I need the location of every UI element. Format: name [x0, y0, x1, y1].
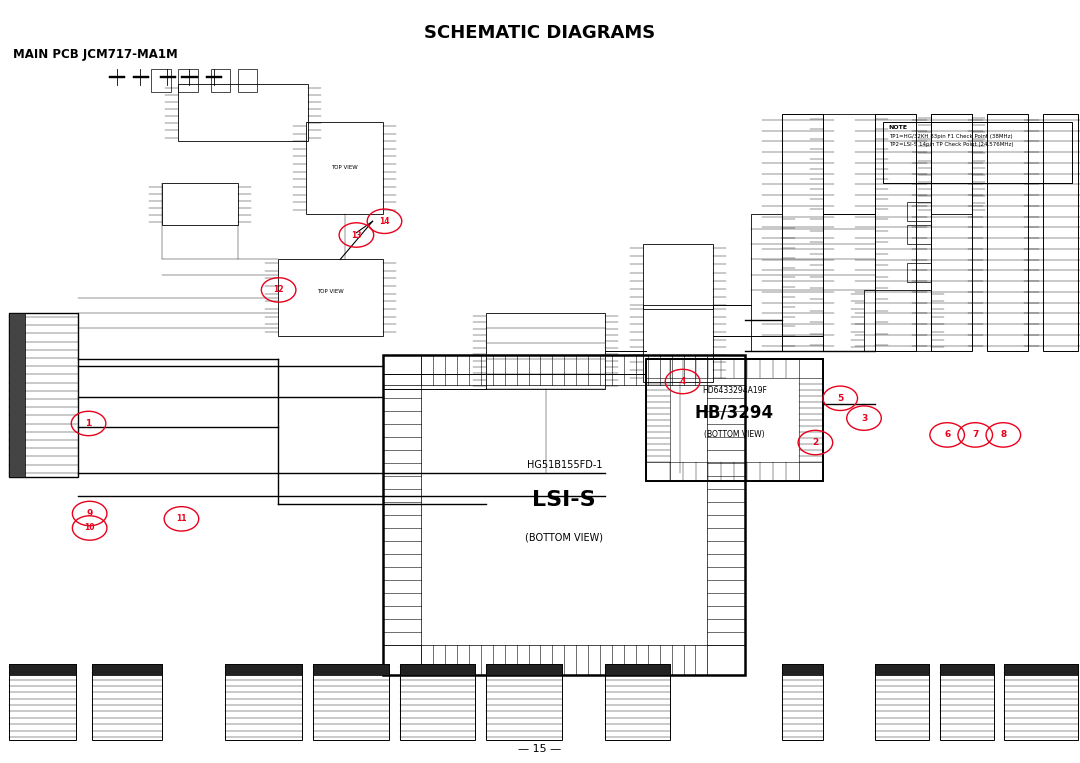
- Bar: [9, 313, 78, 477]
- Bar: [643, 244, 713, 309]
- Text: TOP VIEW: TOP VIEW: [318, 289, 343, 294]
- Text: 5: 5: [837, 394, 843, 403]
- Bar: [987, 114, 1028, 351]
- Text: (BOTTOM VIEW): (BOTTOM VIEW): [525, 533, 604, 543]
- Text: SCHEMATIC DIAGRAMS: SCHEMATIC DIAGRAMS: [424, 24, 656, 42]
- Bar: [238, 69, 257, 92]
- Bar: [799, 359, 823, 481]
- Text: 2: 2: [812, 438, 819, 447]
- Text: 8: 8: [1000, 430, 1007, 439]
- Bar: [646, 359, 823, 481]
- Bar: [782, 664, 823, 675]
- Bar: [383, 355, 745, 385]
- Text: 14: 14: [379, 217, 390, 226]
- Text: 11: 11: [176, 514, 187, 523]
- Bar: [605, 664, 670, 675]
- Bar: [1004, 664, 1078, 740]
- Bar: [9, 664, 76, 675]
- Text: 9: 9: [86, 509, 93, 518]
- Bar: [278, 259, 383, 336]
- Text: 1: 1: [85, 419, 92, 428]
- Bar: [9, 664, 76, 740]
- Bar: [486, 664, 562, 740]
- Bar: [875, 114, 916, 351]
- Bar: [646, 359, 670, 481]
- Bar: [486, 664, 562, 675]
- Text: LSI-S: LSI-S: [532, 490, 596, 510]
- Bar: [605, 664, 670, 740]
- Bar: [940, 664, 994, 740]
- Text: HD6433294A19F: HD6433294A19F: [702, 386, 767, 395]
- Text: 6: 6: [944, 430, 950, 439]
- Bar: [225, 664, 302, 740]
- Text: 12: 12: [273, 285, 284, 295]
- Bar: [883, 122, 1072, 183]
- Bar: [383, 645, 745, 675]
- Bar: [162, 183, 238, 225]
- Text: TP1=HG/32KH 83pin F1 Check Point (38MHz): TP1=HG/32KH 83pin F1 Check Point (38MHz): [889, 134, 1012, 140]
- Bar: [400, 664, 475, 675]
- Bar: [940, 664, 994, 675]
- Bar: [907, 225, 931, 244]
- Bar: [907, 263, 931, 282]
- Bar: [931, 114, 972, 351]
- Bar: [151, 69, 171, 92]
- Bar: [646, 359, 823, 378]
- Bar: [400, 664, 475, 740]
- Text: — 15 —: — 15 —: [518, 744, 562, 755]
- Bar: [178, 84, 308, 141]
- Text: (BOTTOM VIEW): (BOTTOM VIEW): [704, 430, 765, 439]
- Bar: [931, 114, 972, 214]
- Bar: [383, 355, 745, 675]
- Text: TOP VIEW: TOP VIEW: [332, 166, 357, 170]
- Text: 10: 10: [84, 523, 95, 533]
- Bar: [486, 313, 605, 389]
- Bar: [1043, 114, 1078, 351]
- Bar: [782, 664, 823, 740]
- Bar: [875, 664, 929, 740]
- Bar: [9, 313, 25, 477]
- Text: NOTE: NOTE: [889, 125, 908, 130]
- Bar: [823, 114, 875, 214]
- Bar: [875, 664, 929, 675]
- Text: MAIN PCB JCM717-MA1M: MAIN PCB JCM717-MA1M: [13, 48, 178, 62]
- Bar: [92, 664, 162, 675]
- Bar: [707, 355, 745, 675]
- Text: 3: 3: [861, 414, 867, 423]
- Bar: [751, 214, 782, 351]
- Bar: [306, 122, 383, 214]
- Bar: [864, 290, 931, 351]
- Bar: [823, 214, 875, 351]
- Text: HG51B155FD-1: HG51B155FD-1: [527, 460, 602, 471]
- Bar: [92, 664, 162, 740]
- Text: 7: 7: [972, 430, 978, 439]
- Text: 13: 13: [351, 230, 362, 240]
- Bar: [1004, 664, 1078, 675]
- Bar: [907, 202, 931, 221]
- Bar: [782, 114, 823, 351]
- Bar: [178, 69, 198, 92]
- Bar: [211, 69, 230, 92]
- Bar: [646, 462, 823, 481]
- Bar: [313, 664, 389, 740]
- Text: HB/3294: HB/3294: [694, 403, 774, 421]
- Bar: [643, 305, 713, 382]
- Text: 4: 4: [679, 377, 686, 386]
- Bar: [313, 664, 389, 675]
- Bar: [383, 355, 421, 675]
- Bar: [225, 664, 302, 675]
- Text: TP2=LSI-S 14pin TP Check Point (24.576MHz): TP2=LSI-S 14pin TP Check Point (24.576MH…: [889, 142, 1013, 147]
